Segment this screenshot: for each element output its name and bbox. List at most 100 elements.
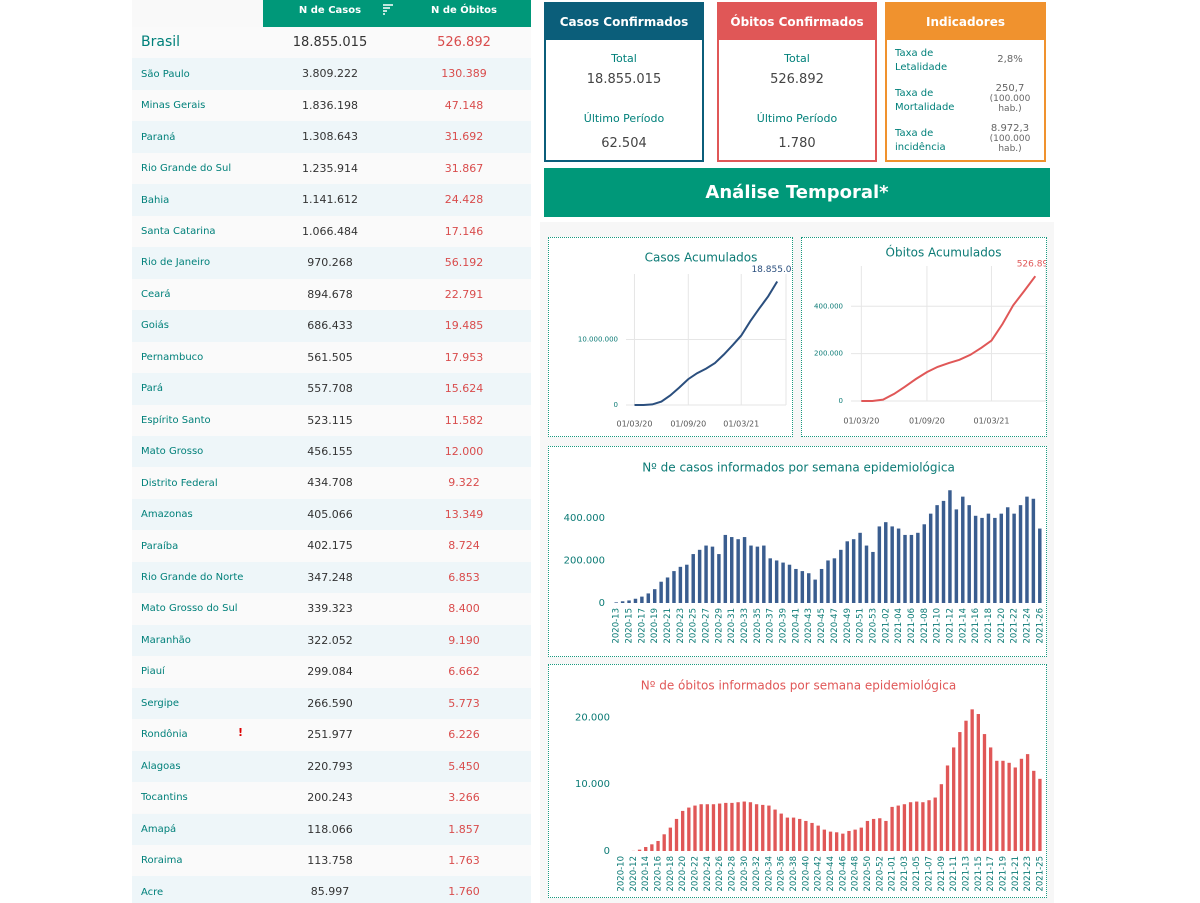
- bar: [948, 490, 952, 603]
- cases-value: 118.066: [307, 822, 353, 836]
- state-name: Rio de Janeiro: [141, 257, 211, 269]
- x-tick-label: 2021-26: [1035, 608, 1045, 644]
- state-table: N de Casos N de Óbitos Brasil 18.855.015 526…: [132, 0, 531, 903]
- x-tick-label: 2020-36: [777, 856, 787, 892]
- table-row: Distrito Federal 434.708 9.322: [132, 467, 531, 499]
- deaths-value: 17.146: [444, 224, 484, 238]
- bar: [810, 822, 814, 851]
- x-tick-label: 2020-46: [838, 856, 848, 892]
- table-row: Goiás 686.433 19.485: [132, 310, 531, 342]
- bar: [650, 844, 654, 851]
- bar: [705, 804, 709, 851]
- deaths-value: 5.773: [448, 696, 480, 710]
- x-tick-label: 2021-21: [1011, 856, 1021, 892]
- x-tick-label: 2021-07: [925, 856, 935, 892]
- bar: [644, 846, 648, 851]
- bar: [1007, 762, 1011, 851]
- state-name: Mato Grosso: [141, 446, 204, 458]
- cases-value: 3.809.222: [302, 67, 358, 81]
- bar: [754, 804, 759, 851]
- line-chart: Óbitos Acumulados 0 200.000 400.000 01/03/20…: [801, 237, 1047, 437]
- bar: [730, 802, 734, 851]
- bar: [859, 827, 863, 851]
- bar: [995, 760, 999, 851]
- state-name: Rondônia: [141, 729, 188, 741]
- x-tick-label: 2020-33: [740, 608, 750, 644]
- deaths-value: 3.266: [448, 791, 480, 805]
- bar: [798, 818, 802, 851]
- bar: [672, 571, 676, 603]
- cases-value: 523.115: [307, 413, 353, 427]
- bar: [1025, 496, 1029, 603]
- cases-value: 299.084: [307, 665, 353, 679]
- y-tick-label: 200.000: [564, 555, 605, 566]
- cases-value: 1.141.612: [302, 193, 358, 207]
- bar: [711, 804, 716, 851]
- state-name: São Paulo: [141, 68, 190, 80]
- card-label: Último Período: [583, 112, 665, 125]
- bar: [884, 522, 888, 603]
- x-tick-label: 2020-51: [856, 608, 866, 644]
- sort-icon[interactable]: [382, 3, 394, 15]
- bar: [724, 802, 728, 851]
- x-tick-label: 2021-10: [933, 608, 943, 644]
- x-tick-label: 2020-16: [654, 856, 664, 892]
- x-tick-label: 2020-28: [727, 856, 737, 892]
- deaths-value: 22.791: [444, 287, 484, 301]
- cases-value: 557.708: [307, 382, 353, 396]
- card-title: Casos Confirmados: [546, 4, 702, 40]
- bar: [847, 830, 851, 851]
- bar: [941, 500, 946, 603]
- x-tick-label: 2020-25: [689, 608, 699, 644]
- bar: [986, 513, 991, 603]
- data-label: 18.855.015: [751, 265, 793, 275]
- bar: [723, 534, 728, 603]
- bar: [961, 496, 965, 603]
- indicator-label: Taxa de incidência: [895, 128, 946, 153]
- bar: [665, 577, 670, 603]
- x-tick-label: 2021-24: [1022, 608, 1032, 644]
- x-tick-label: 2020-45: [817, 608, 827, 644]
- bar: [620, 601, 625, 603]
- indicator-value: 250,7: [995, 83, 1025, 94]
- state-name: Paraná: [141, 131, 176, 143]
- x-tick-label: 2020-14: [641, 856, 651, 892]
- state-name: Espírito Santo: [141, 414, 211, 426]
- y-tick-label: 400.000: [564, 513, 605, 524]
- deaths-value: 6.226: [448, 728, 480, 742]
- chart-title: Nº de casos informados por semana epidem…: [642, 461, 955, 475]
- table-header: [263, 0, 531, 27]
- bar: [999, 513, 1004, 603]
- cases-value: 402.175: [307, 539, 353, 553]
- bar: [819, 568, 824, 603]
- bar: [928, 513, 933, 603]
- deaths-value: 31.692: [444, 130, 484, 144]
- x-tick-label: 2021-03: [900, 856, 910, 892]
- x-tick-label: 2021-25: [1035, 856, 1045, 892]
- bar: [816, 825, 820, 851]
- x-tick-label: 2021-05: [912, 856, 922, 892]
- table-row: Mato Grosso do Sul 339.323 8.400: [132, 593, 531, 625]
- x-tick-label: 2021-22: [1010, 608, 1020, 644]
- card-value: 62.504: [601, 136, 647, 151]
- x-tick-label: 2020-41: [791, 608, 801, 644]
- bar: [652, 589, 657, 603]
- table-row: Minas Gerais 1.836.198 47.148: [132, 89, 531, 122]
- bar: [1012, 513, 1016, 603]
- bar: [896, 805, 900, 851]
- table-row: Piauí 299.084 6.662: [132, 656, 531, 688]
- x-tick-label: 2021-12: [945, 608, 955, 644]
- bar: [1019, 758, 1024, 851]
- indicator-unit: (100.000 hab.): [989, 94, 1031, 114]
- indicator-label: Taxa de Letalidade: [895, 48, 948, 73]
- cases-value: 434.708: [307, 476, 353, 490]
- data-label: 526.892: [1017, 260, 1047, 270]
- x-tick-label: 2020-21: [663, 608, 673, 644]
- bar: [736, 802, 740, 851]
- cases-value: 1.066.484: [302, 224, 358, 238]
- summary-card: Casos Confirmados Total 18.855.015 Último P…: [544, 2, 704, 162]
- bar: [640, 596, 644, 603]
- card-label: Total: [784, 52, 810, 65]
- table-row: Rio Grande do Norte 347.248 6.853: [132, 561, 531, 594]
- state-name: Maranhão: [141, 634, 191, 646]
